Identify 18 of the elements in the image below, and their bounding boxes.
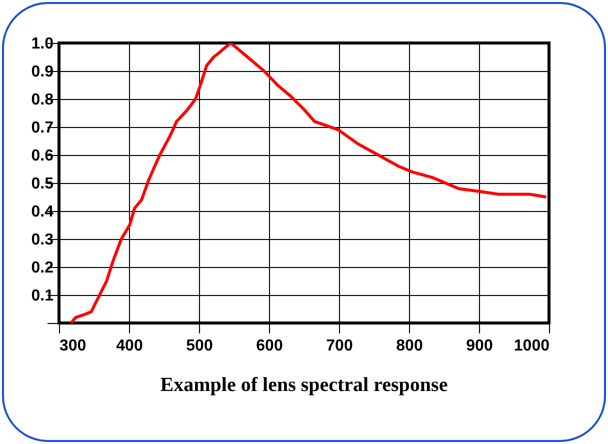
y-tick-label: 0.4 xyxy=(31,204,54,220)
x-tick-label: 700 xyxy=(326,338,353,354)
x-tick-label: 600 xyxy=(256,338,283,354)
y-tick-label: 0.7 xyxy=(31,120,54,136)
x-tick-label: 300 xyxy=(60,338,86,354)
y-tick-label: 0.2 xyxy=(31,260,54,276)
x-tick-label: 400 xyxy=(116,338,143,354)
y-tick-label: 0.1 xyxy=(31,288,54,304)
y-tick-label: 0.5 xyxy=(31,176,54,192)
text: Example of lens spectral response xyxy=(160,374,448,396)
y-tick-label: 0.8 xyxy=(31,92,54,108)
x-tick-label: 800 xyxy=(396,338,423,354)
x-tick-label: 1000 xyxy=(514,338,550,354)
y-tick-label: 0.6 xyxy=(31,148,54,164)
x-tick-label: 500 xyxy=(186,338,213,354)
y-tick-label: 1.0 xyxy=(31,36,54,52)
x-tick-label: 900 xyxy=(466,338,493,354)
y-tick-label: 0.3 xyxy=(31,232,54,248)
